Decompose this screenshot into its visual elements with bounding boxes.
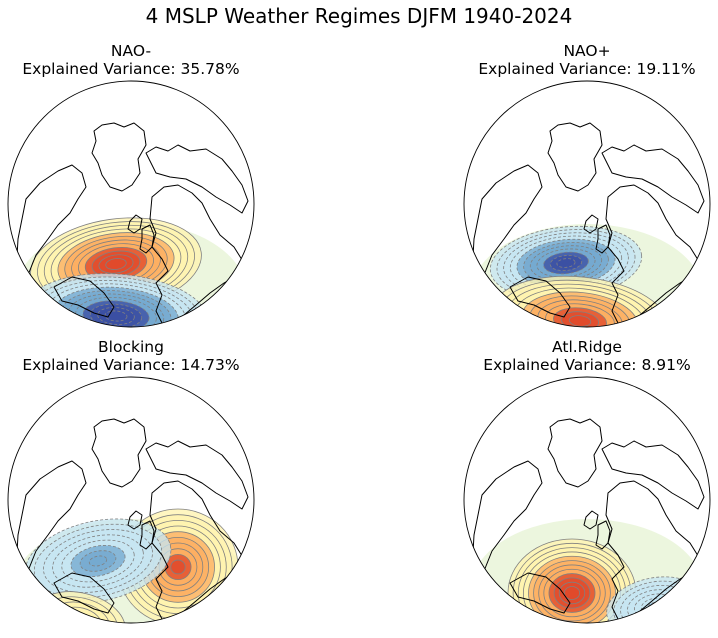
coastline: [547, 418, 603, 488]
panel-variance: Explained Variance: 8.91%: [483, 356, 691, 374]
coastline: [547, 122, 603, 192]
coastline: [127, 510, 143, 530]
panel-variance: Explained Variance: 35.78%: [22, 60, 240, 78]
coastline: [605, 480, 701, 622]
coastline: [139, 224, 155, 254]
coastline: [583, 510, 599, 530]
contour-line: [88, 555, 108, 567]
panel-regime-name: Blocking: [98, 338, 164, 356]
orthographic-map: [463, 376, 711, 624]
coastline: [53, 276, 115, 318]
contour-line: [556, 258, 576, 268]
panel-nao-minus: NAO- Explained Variance: 35.78%: [6, 42, 256, 342]
coastline: [53, 572, 115, 614]
coastline: [139, 520, 155, 550]
orthographic-map: [7, 376, 255, 624]
high-pressure-anomaly: [489, 275, 671, 327]
coastline: [509, 572, 571, 614]
panel-nao-plus: NAO+ Explained Variance: 19.11%: [462, 42, 712, 342]
globe-boundary: [7, 376, 255, 624]
orthographic-map: [7, 80, 255, 328]
coastline: [127, 214, 143, 234]
panel-title: NAO+ Explained Variance: 19.11%: [442, 42, 718, 78]
figure-title: 4 MSLP Weather Regimes DJFM 1940-2024: [145, 4, 573, 28]
contour-line: [568, 315, 592, 327]
globe-boundary: [7, 80, 255, 328]
coastline: [145, 144, 249, 214]
coastline: [605, 184, 701, 326]
panel-blocking: Blocking Explained Variance: 14.73%: [6, 338, 256, 638]
contour-line: [74, 617, 86, 623]
coastline: [91, 418, 147, 488]
contour-line: [563, 586, 581, 600]
mslp-anomaly-field: [471, 224, 703, 327]
orthographic-map: [463, 80, 711, 328]
coastline: [91, 122, 147, 192]
coastline: [583, 214, 599, 234]
panel-atl-ridge: Atl.Ridge Explained Variance: 8.91%: [462, 338, 712, 638]
contour-line: [170, 559, 186, 575]
panel-regime-name: Atl.Ridge: [552, 338, 622, 356]
panel-variance: Explained Variance: 19.11%: [478, 60, 696, 78]
coastline: [595, 224, 611, 254]
globe-boundary: [463, 80, 711, 328]
coastline: [595, 520, 611, 550]
coastline: [149, 184, 245, 326]
coastline: [601, 440, 705, 510]
panel-variance: Explained Variance: 14.73%: [22, 356, 240, 374]
coastline: [601, 144, 705, 214]
coastlines: [471, 418, 705, 623]
mslp-anomaly-field: [13, 508, 249, 623]
panel-regime-name: NAO+: [563, 42, 611, 60]
contour-line: [105, 258, 127, 270]
coastline: [509, 276, 571, 318]
globe-boundary: [463, 376, 711, 624]
panel-title: NAO- Explained Variance: 35.78%: [0, 42, 276, 78]
mslp-anomaly-field: [471, 519, 703, 623]
coastline: [145, 440, 249, 510]
panel-regime-name: NAO-: [110, 42, 152, 60]
coastline: [149, 480, 245, 622]
panel-title: Blocking Explained Variance: 14.73%: [0, 338, 276, 374]
panel-title: Atl.Ridge Explained Variance: 8.91%: [442, 338, 718, 374]
